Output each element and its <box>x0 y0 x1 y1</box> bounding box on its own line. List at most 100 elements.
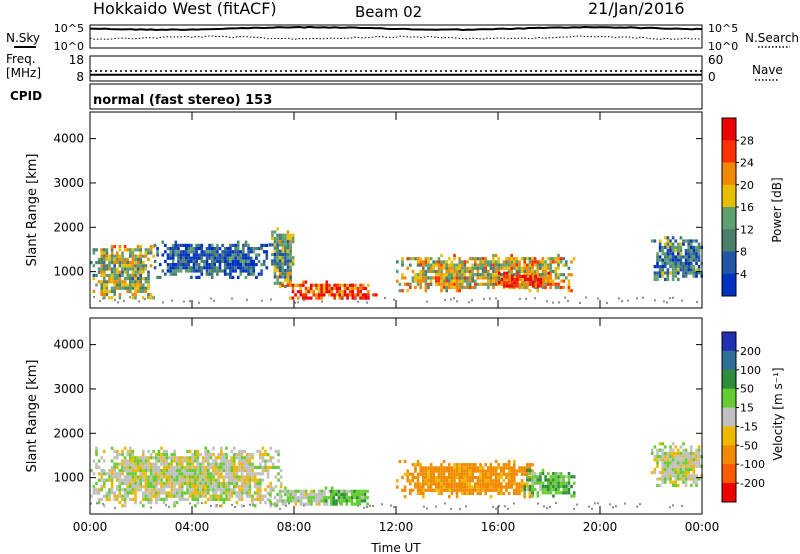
echo-cell <box>487 479 490 483</box>
echo-cell <box>223 272 227 276</box>
echo-cell <box>273 246 277 250</box>
echo-cell <box>256 488 259 492</box>
echo-cell <box>458 485 461 489</box>
echo-cell <box>299 293 303 297</box>
echo-cell <box>131 264 135 268</box>
echo-cell <box>484 475 487 480</box>
echo-cell <box>165 465 168 469</box>
echo-cell <box>664 445 667 449</box>
echo-cell <box>234 253 237 257</box>
echo-cell <box>276 499 279 503</box>
echo-cell <box>175 469 179 473</box>
echo-cell <box>213 269 217 273</box>
echo-cell <box>520 269 524 274</box>
echo-cell <box>422 260 425 264</box>
echo-cell <box>656 451 659 455</box>
echo-cell <box>225 497 228 501</box>
echo-cell <box>191 453 194 457</box>
echo-cell <box>165 485 168 489</box>
echo-cell <box>497 491 500 496</box>
echo-cell <box>671 451 675 455</box>
echo-cell <box>474 257 477 261</box>
echo-cell <box>113 245 116 249</box>
echo-cell <box>214 494 218 498</box>
echo-cell <box>351 296 355 300</box>
echo-cell <box>261 453 265 457</box>
echo-cell <box>266 459 270 463</box>
echo-cell <box>139 261 142 265</box>
echo-cell <box>92 491 96 495</box>
echo-cell <box>492 276 495 280</box>
echo-cell <box>435 273 438 277</box>
echo-cell <box>690 242 693 246</box>
echo-cell <box>526 285 529 290</box>
echo-cell <box>320 293 323 297</box>
echo-cell <box>142 497 145 501</box>
echo-cell <box>479 266 482 270</box>
echo-cell <box>216 259 219 263</box>
echo-cell <box>243 456 246 460</box>
echo-cell <box>118 286 122 290</box>
echo-cell <box>131 456 135 460</box>
echo-cell <box>289 246 292 250</box>
echo-cell <box>468 485 472 489</box>
echo-cell <box>252 272 256 276</box>
echo-cell <box>424 285 428 290</box>
echo-cell <box>677 268 680 272</box>
echo-cell <box>671 268 675 272</box>
echo-cell <box>181 472 184 476</box>
echo-cell <box>286 492 290 497</box>
echo-cell <box>144 462 148 466</box>
echo-cell <box>272 488 275 492</box>
echo-cell <box>281 240 285 244</box>
echo-cell <box>409 285 412 290</box>
echo-cell <box>214 459 218 463</box>
echo-cell <box>192 250 196 254</box>
echo-cell <box>361 492 364 497</box>
echo-cell <box>126 485 129 489</box>
echo-cell <box>463 469 467 473</box>
echo-cell <box>174 243 178 247</box>
echo-cell <box>567 289 571 293</box>
echo-cell <box>520 472 524 476</box>
echo-cell <box>552 269 555 274</box>
echo-cell <box>155 475 158 479</box>
echo-cell <box>188 456 192 460</box>
echo-cell <box>123 459 127 463</box>
echo-cell <box>284 268 287 273</box>
echo-cell <box>661 480 664 484</box>
echo-cell <box>173 469 176 473</box>
echo-cell <box>310 489 313 493</box>
echo-cell <box>286 256 290 260</box>
ground-scatter-cell <box>681 505 683 508</box>
echo-cell <box>126 289 129 293</box>
echo-cell <box>200 253 204 257</box>
echo-cell <box>121 459 124 463</box>
echo-cell <box>190 259 193 263</box>
echo-cell <box>281 252 285 257</box>
echo-cell <box>170 475 174 479</box>
echo-cell <box>196 491 200 495</box>
echo-cell <box>468 475 472 480</box>
echo-cell <box>144 497 148 501</box>
echo-cell <box>212 488 215 492</box>
echo-cell <box>450 472 454 476</box>
echo-cell <box>523 482 526 486</box>
echo-cell <box>437 269 441 274</box>
echo-cell <box>291 499 295 503</box>
echo-cell <box>286 243 290 247</box>
echo-cell <box>201 481 205 485</box>
echo-cell <box>121 273 124 277</box>
echo-cell <box>450 488 454 492</box>
echo-cell <box>442 459 446 464</box>
echo-cell <box>559 260 563 264</box>
echo-cell <box>653 445 657 449</box>
echo-cell <box>110 446 114 450</box>
echo-cell <box>671 252 675 256</box>
ground-scatter-cell <box>138 300 140 303</box>
echo-cell <box>679 451 683 455</box>
noise-sky-line <box>89 25 703 32</box>
echo-cell <box>240 485 244 489</box>
ground-scatter-cell <box>465 505 467 508</box>
echo-cell <box>134 485 137 489</box>
